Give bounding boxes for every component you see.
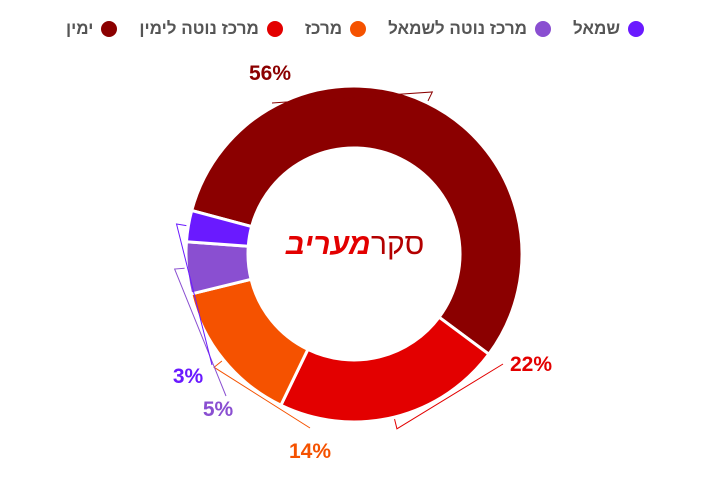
pct-label: 14% [289,440,331,463]
slices-group [184,84,524,424]
legend-swatch [101,21,118,37]
pct-label: 56% [249,62,291,85]
center-label: סקר מעריב [285,228,425,261]
legend-swatch [535,21,551,37]
brand-logo-text: מעריב [285,228,371,261]
leader-line [175,223,213,366]
legend-label: שמאל [573,19,621,38]
leader-line [394,363,504,430]
legend-swatch [350,21,367,37]
donut-slice[interactable] [189,277,310,408]
donut-slice[interactable] [278,315,491,424]
legend-item[interactable]: מרכז נוטה לשמאל [388,19,551,39]
donut-slice[interactable] [189,84,524,357]
legend-label: מרכז נוטה לימין [139,19,259,38]
legend-label: מרכז נוטה לשמאל [388,19,527,38]
legend-label: מרכז [304,19,343,38]
pct-labels: 56% 22% 14% 5% 3% [173,62,553,463]
legend-swatch [628,21,645,37]
pct-label: 3% [173,365,204,388]
legend-label: ימין [65,19,94,38]
donut-slice[interactable] [184,208,254,248]
center-word: סקר [371,228,424,261]
leader-line [271,91,434,104]
pct-label: 22% [510,353,552,376]
legend-item[interactable]: שמאל [573,19,645,39]
legend-item[interactable]: ימין [65,19,118,39]
leader-lines [173,91,504,430]
legend-item[interactable]: מרכז נוטה לימין [139,19,283,39]
legend-swatch [266,21,283,37]
legend-item[interactable]: מרכז [304,19,367,39]
legend: ימין מרכז נוטה לימין מרכז מרכז נוטה לשמאל שמ… [0,19,710,39]
pct-label: 5% [203,398,234,421]
